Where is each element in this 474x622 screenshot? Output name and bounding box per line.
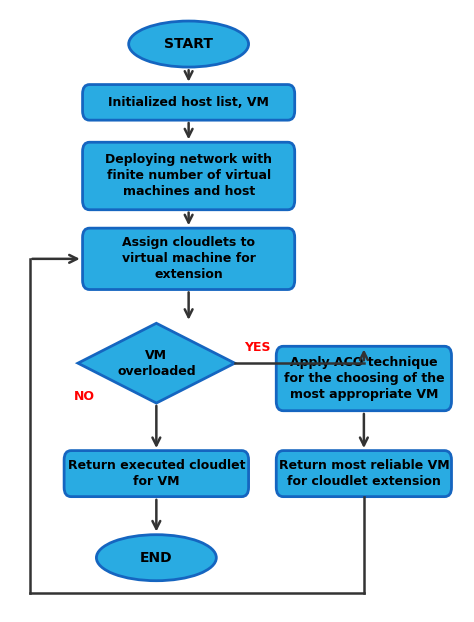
Text: END: END (140, 550, 173, 565)
Text: Return executed cloudlet
for VM: Return executed cloudlet for VM (68, 459, 245, 488)
Text: Deploying network with
finite number of virtual
machines and host: Deploying network with finite number of … (105, 154, 272, 198)
Text: VM
overloaded: VM overloaded (117, 349, 196, 378)
FancyBboxPatch shape (82, 142, 295, 210)
Text: Apply ACO technique
for the choosing of the
most appropriate VM: Apply ACO technique for the choosing of … (283, 356, 444, 401)
FancyBboxPatch shape (82, 228, 295, 289)
Text: START: START (164, 37, 213, 51)
Ellipse shape (128, 21, 248, 67)
Text: NO: NO (74, 391, 95, 404)
Text: Return most reliable VM
for cloudlet extension: Return most reliable VM for cloudlet ext… (279, 459, 449, 488)
FancyBboxPatch shape (276, 346, 452, 411)
FancyBboxPatch shape (82, 85, 295, 120)
Ellipse shape (96, 535, 216, 581)
Text: Assign cloudlets to
virtual machine for
extension: Assign cloudlets to virtual machine for … (122, 236, 255, 281)
FancyBboxPatch shape (276, 450, 452, 496)
Text: Initialized host list, VM: Initialized host list, VM (108, 96, 269, 109)
Text: YES: YES (244, 341, 271, 354)
FancyBboxPatch shape (64, 450, 248, 496)
Polygon shape (78, 323, 235, 403)
